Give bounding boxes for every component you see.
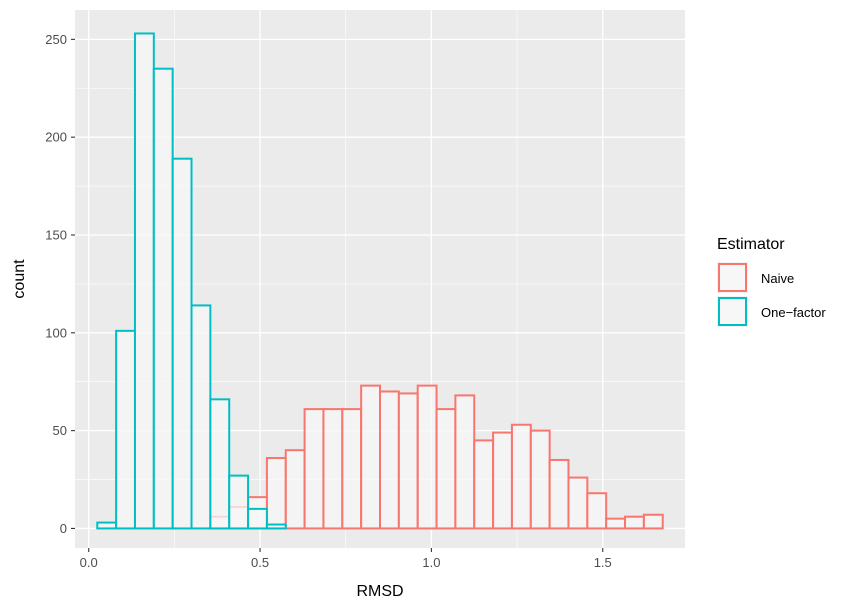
bar-naive [416,384,438,530]
histogram-bars [96,32,664,530]
bar-naive [492,431,513,530]
legend-swatch [718,297,747,326]
bar-one-factor [96,521,118,530]
y-axis: 0 50 100 150 200 250 [45,32,75,536]
y-tick-label: 150 [45,227,67,242]
y-tick-label: 50 [53,423,67,438]
x-axis: 0.0 0.5 1.0 1.5 [80,548,612,570]
legend-label: One−factor [761,305,826,320]
bar-naive [473,439,495,530]
bar-naive [642,513,664,530]
legend: Estimator Naive One−factor [717,236,826,327]
x-tick-label: 1.5 [594,555,612,570]
bar-naive [360,384,381,530]
legend-label: Naive [761,271,794,286]
bar-naive [548,458,570,530]
bar-one-factor [247,507,268,530]
bar-naive [605,517,627,530]
y-tick-label: 250 [45,32,67,47]
bar-naive [529,429,551,530]
x-axis-title: RMSD [356,583,403,600]
bar-naive [510,423,532,530]
bar-naive [265,457,287,530]
x-tick-label: 1.0 [422,555,440,570]
x-tick-label: 0.5 [251,555,269,570]
bar-naive [303,408,325,530]
bar-naive [454,394,476,530]
bar-one-factor [171,157,193,530]
y-tick-label: 0 [60,521,67,536]
bar-naive [397,392,419,530]
legend-title: Estimator [717,236,785,253]
bar-naive [435,408,457,530]
x-tick-label: 0.0 [80,555,98,570]
bar-one-factor [265,523,287,530]
bar-naive [341,408,363,530]
bar-naive [624,515,645,530]
bar-naive [322,408,344,530]
y-tick-label: 100 [45,325,67,340]
bar-one-factor [133,32,155,530]
y-tick-label: 200 [45,130,67,145]
bar-naive [284,449,306,530]
y-axis-title: count [11,259,28,299]
bar-one-factor [115,329,136,530]
bar-one-factor [209,398,231,530]
bar-naive [379,390,400,530]
bar-naive [567,476,589,530]
bar-one-factor [152,67,174,530]
bar-naive [586,492,608,530]
bar-one-factor [228,474,250,530]
legend-swatch [718,263,747,292]
bar-one-factor [190,304,212,530]
